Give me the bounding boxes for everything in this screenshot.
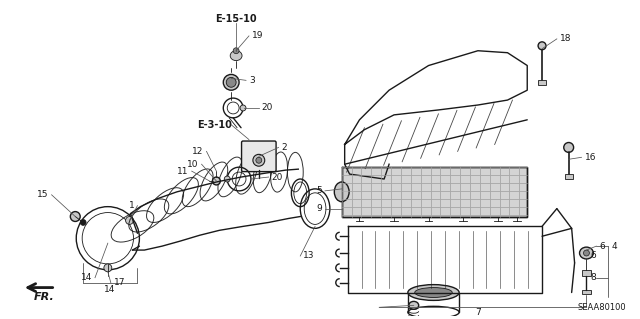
Circle shape — [104, 264, 112, 272]
Bar — [582, 270, 591, 276]
Text: E-3-10: E-3-10 — [196, 120, 232, 130]
Circle shape — [253, 154, 265, 166]
Text: 13: 13 — [303, 251, 315, 261]
Text: 3: 3 — [249, 76, 255, 85]
Text: 16: 16 — [584, 153, 596, 162]
Circle shape — [70, 211, 80, 221]
Text: 20: 20 — [271, 173, 283, 182]
Text: 6: 6 — [591, 251, 596, 261]
Text: 11: 11 — [177, 167, 189, 176]
Text: 4: 4 — [611, 241, 617, 251]
Bar — [538, 80, 546, 85]
Text: 7: 7 — [475, 308, 481, 317]
Bar — [582, 290, 591, 294]
Text: 15: 15 — [37, 190, 49, 199]
Text: 6: 6 — [599, 241, 605, 251]
Ellipse shape — [223, 74, 239, 90]
Bar — [342, 167, 527, 217]
Circle shape — [584, 250, 589, 256]
Circle shape — [227, 78, 236, 87]
Ellipse shape — [415, 287, 452, 297]
Text: 18: 18 — [560, 34, 572, 43]
Circle shape — [80, 219, 86, 226]
Text: 10: 10 — [187, 160, 198, 169]
Ellipse shape — [580, 247, 593, 259]
Text: 8: 8 — [591, 273, 596, 282]
Text: 12: 12 — [192, 147, 204, 156]
Ellipse shape — [230, 51, 242, 61]
Text: 17: 17 — [114, 278, 125, 287]
Circle shape — [212, 177, 220, 185]
Text: SEAA80100: SEAA80100 — [577, 303, 626, 312]
Ellipse shape — [409, 301, 419, 309]
Circle shape — [240, 105, 246, 111]
Ellipse shape — [334, 182, 349, 202]
Text: 5: 5 — [316, 186, 322, 195]
Circle shape — [256, 157, 262, 163]
Text: FR.: FR. — [34, 293, 54, 302]
Circle shape — [224, 176, 230, 182]
Text: 9: 9 — [316, 204, 322, 213]
Text: 14: 14 — [104, 285, 115, 294]
Bar — [564, 174, 573, 179]
Text: 19: 19 — [252, 32, 264, 41]
Text: 2: 2 — [282, 143, 287, 152]
Circle shape — [233, 48, 239, 54]
Text: 1: 1 — [129, 201, 134, 210]
Circle shape — [564, 143, 573, 152]
Text: 14: 14 — [81, 273, 92, 282]
Text: E-15-10: E-15-10 — [215, 14, 257, 24]
Circle shape — [538, 42, 546, 50]
Circle shape — [125, 217, 134, 224]
Text: 20: 20 — [262, 103, 273, 113]
FancyBboxPatch shape — [241, 141, 276, 172]
Ellipse shape — [408, 285, 459, 300]
